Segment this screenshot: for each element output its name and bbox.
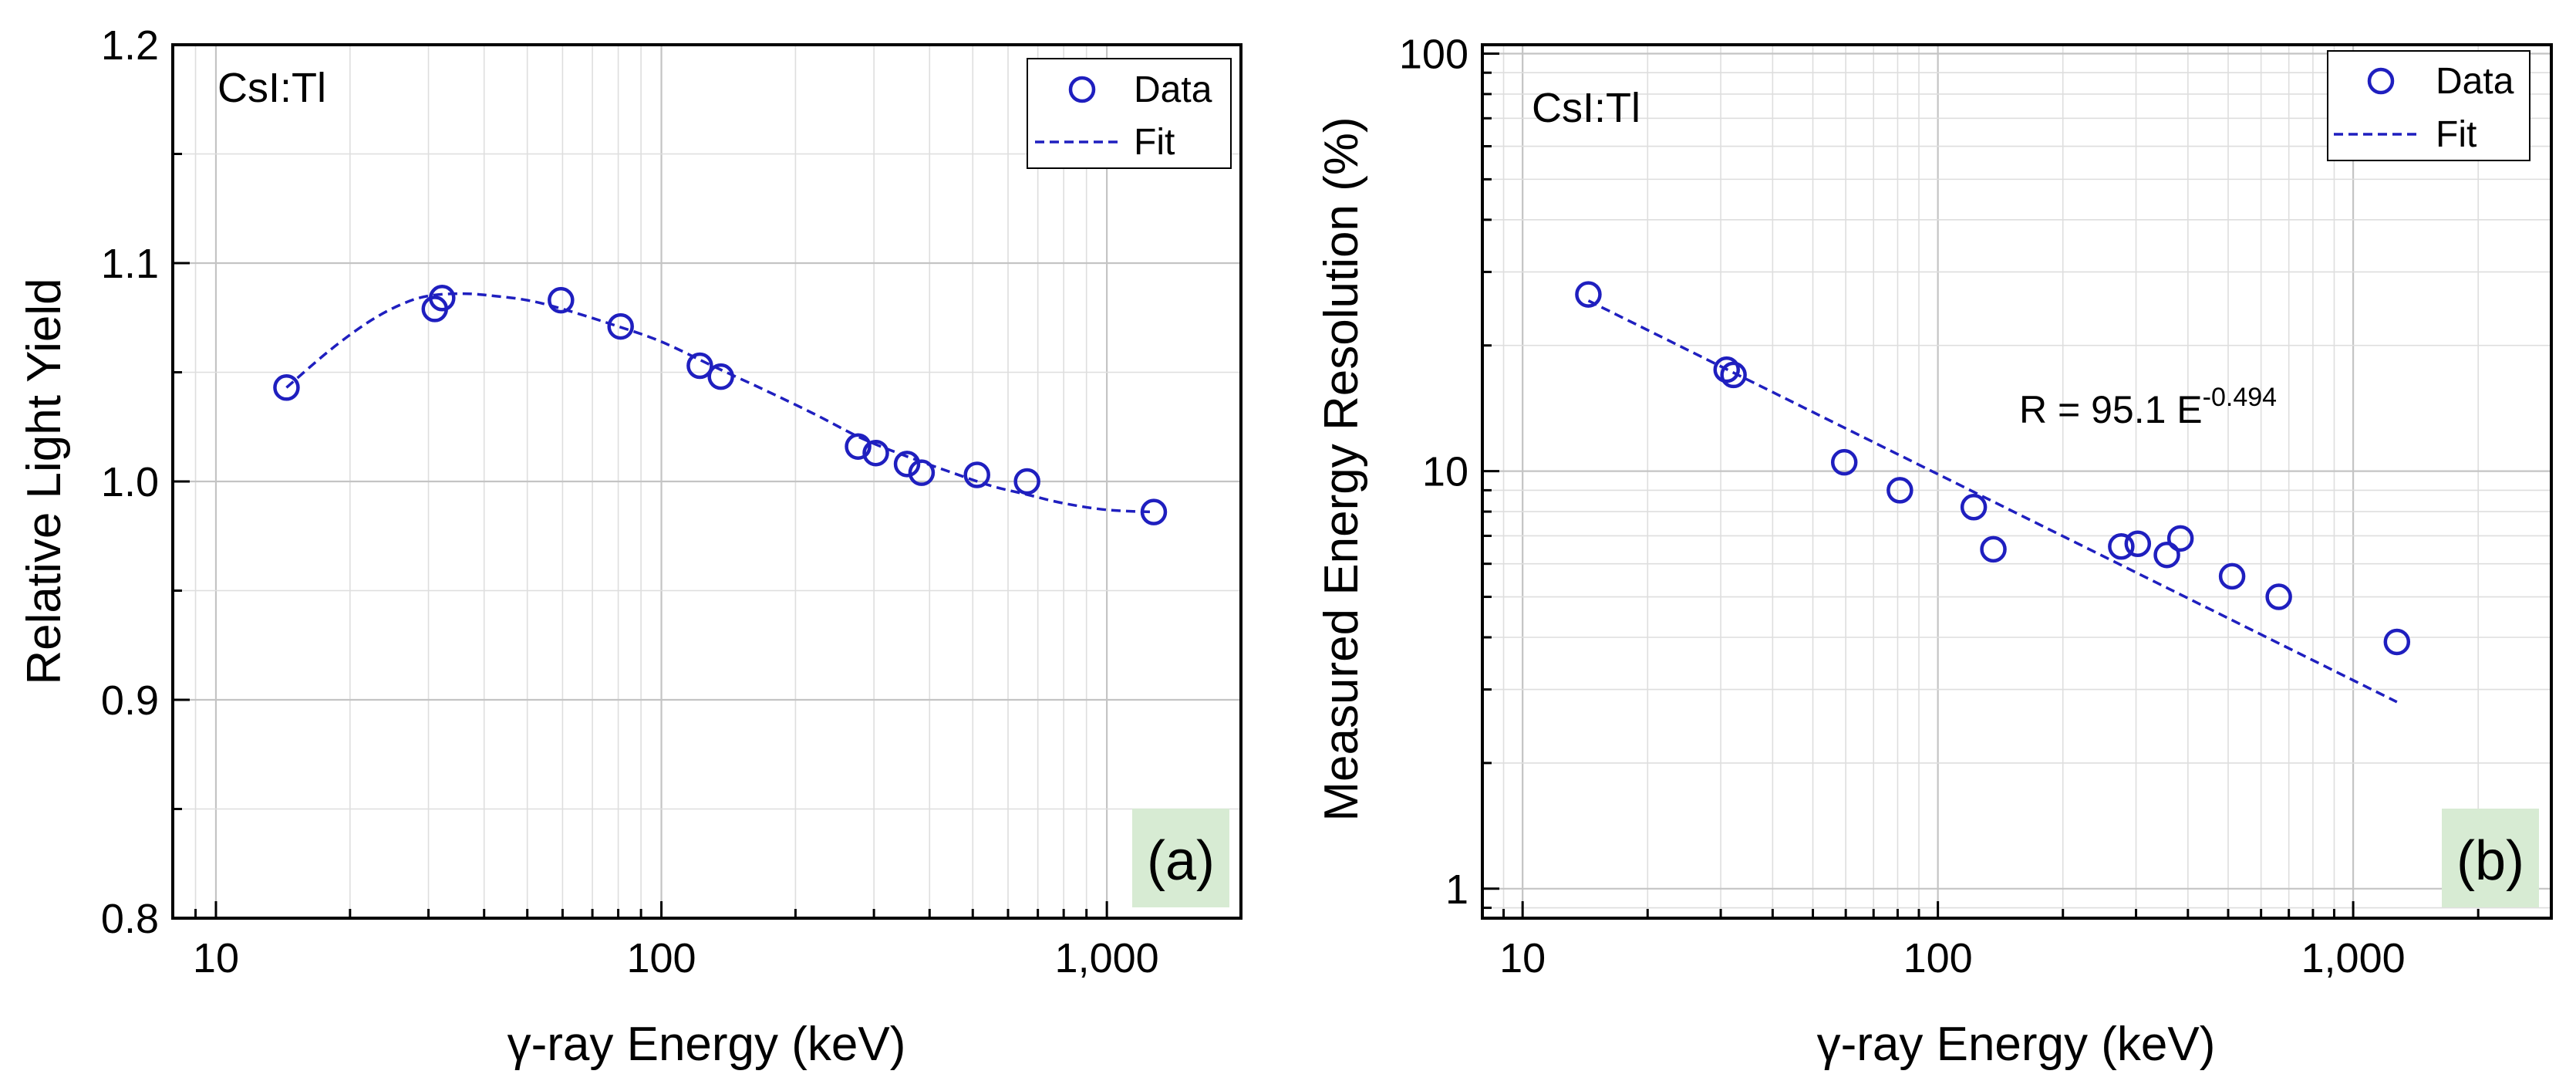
- panel-a-legend-fit-label: Fit: [1134, 122, 1175, 163]
- panel-b-data-point: [1886, 477, 1913, 504]
- panel-a-data-point: [963, 461, 990, 488]
- panel-a-data-point: [707, 363, 734, 390]
- panel-b-legend: Data Fit: [2327, 50, 2530, 161]
- panel-b-data-point: [1720, 361, 1747, 389]
- panel-a-data-point: [273, 374, 300, 401]
- panel-b-grid: [1482, 45, 2551, 918]
- panel-b-data-point: [1830, 448, 1858, 476]
- panel-b-y-axis-title: Measured Energy Resolution (%): [1315, 117, 1368, 821]
- panel-a-data-point: [607, 312, 634, 340]
- panel-a-data-point: [1140, 498, 1168, 525]
- panel-b-x-axis-title: γ-ray Energy (keV): [1817, 1018, 2216, 1071]
- panel-a-data-point: [908, 459, 936, 486]
- panel-a-data-point: [429, 285, 456, 312]
- panel-b-data-point: [2124, 530, 2152, 558]
- panel-a-x-tick-label: 100: [626, 935, 696, 981]
- panel-a-y-tick-label: 1.1: [101, 241, 159, 287]
- panel-b-annotation: CsI:Tl: [1532, 85, 1640, 131]
- panel-b-data-point: [2108, 533, 2135, 560]
- panel-a-data-point: [893, 451, 921, 478]
- panel-a-y-tick-label: 1.0: [101, 459, 159, 505]
- panel-b-legend-fit-label: Fit: [2436, 114, 2477, 155]
- panel-a-x-tick-label: 10: [193, 935, 239, 981]
- panel-b-chart: 10 100 1,000 1 10 100 CsI:Tl R = 95.1 E-0.494…: [1315, 31, 2553, 1071]
- panel-a-ticks: 10 100 1,000 0.8 0.9 1.0 1.1 1.2: [101, 22, 1159, 981]
- panel-a-fit-line: [285, 292, 1155, 514]
- panel-b-tag-bg: [2442, 809, 2539, 907]
- panel-b-data-layer: [1575, 281, 2411, 656]
- panel-a-grid: [173, 43, 1241, 920]
- panel-b-y-tick-label: 10: [1422, 449, 1468, 495]
- panel-a-data-point: [845, 433, 872, 460]
- panel-b-data-point: [2166, 525, 2194, 552]
- panel-b-data-point: [1575, 281, 1602, 308]
- panel-b-legend-data-marker: [2367, 67, 2395, 95]
- panel-a-legend: Data Fit: [1027, 58, 1232, 169]
- panel-a-legend-data-marker: [1068, 76, 1096, 103]
- panel-b-data-point: [1960, 494, 1988, 521]
- panel-b-y-tick-label: 1: [1445, 866, 1468, 913]
- panel-a-data-point: [686, 352, 713, 380]
- panel-b-data-point: [1980, 535, 2007, 563]
- panel-b-fit-line: [1587, 299, 2398, 704]
- panel-a-x-tick-label: 1,000: [1055, 935, 1159, 981]
- panel-b-tag: (b): [2456, 830, 2524, 892]
- panel-b-data-point: [2218, 562, 2246, 590]
- panel-b-fit-equation-exponent: -0.494: [2203, 383, 2277, 412]
- panel-a-y-tick-label: 1.2: [101, 22, 159, 69]
- panel-a-chart: 10 100 1,000 0.8 0.9 1.0 1.1 1.2 CsI:Tl Data Fi…: [18, 22, 1242, 1071]
- panel-a-x-axis-title: γ-ray Energy (keV): [507, 1018, 906, 1071]
- panel-a-tag-bg: [1132, 809, 1229, 907]
- panel-b-y-tick-label: 100: [1399, 31, 1468, 77]
- panel-b-fit-equation: R = 95.1 E-0.494: [2019, 383, 2277, 431]
- panel-b-data-point: [2153, 541, 2180, 569]
- panel-a-fit-layer: [285, 292, 1155, 514]
- panel-a-data-point: [548, 286, 575, 314]
- panel-a-data-layer: [273, 285, 1168, 525]
- panel-b-legend-box: [2327, 50, 2530, 161]
- panel-b-data-point: [2265, 583, 2292, 610]
- panel-a-y-tick-label: 0.9: [101, 677, 159, 724]
- panel-a-annotation: CsI:Tl: [217, 65, 326, 111]
- panel-b-fit-equation-base: R = 95.1 E: [2019, 388, 2203, 431]
- panel-a-data-point: [1013, 468, 1040, 495]
- panel-b-fit-layer: [1587, 299, 2398, 704]
- panel-b-data-point: [2383, 628, 2411, 656]
- panel-a-legend-data-label: Data: [1134, 69, 1212, 110]
- panel-a-data-point: [862, 439, 889, 467]
- panel-a-y-tick-label: 0.8: [101, 896, 159, 942]
- panel-a-y-axis-title: Relative Light Yield: [18, 278, 71, 684]
- panel-b-plot-frame: [1481, 43, 2553, 920]
- panel-b-x-tick-label: 1,000: [2301, 935, 2406, 981]
- panel-a-tag: (a): [1147, 830, 1215, 892]
- panel-a-legend-box: [1027, 58, 1232, 169]
- panel-b-x-tick-label: 10: [1499, 935, 1546, 981]
- panel-b-ticks: 10 100 1,000 1 10 100: [1399, 31, 2480, 981]
- panel-b-x-tick-label: 100: [1903, 935, 1973, 981]
- panel-b-data-point: [1713, 356, 1741, 383]
- panel-b-legend-data-label: Data: [2436, 61, 2514, 102]
